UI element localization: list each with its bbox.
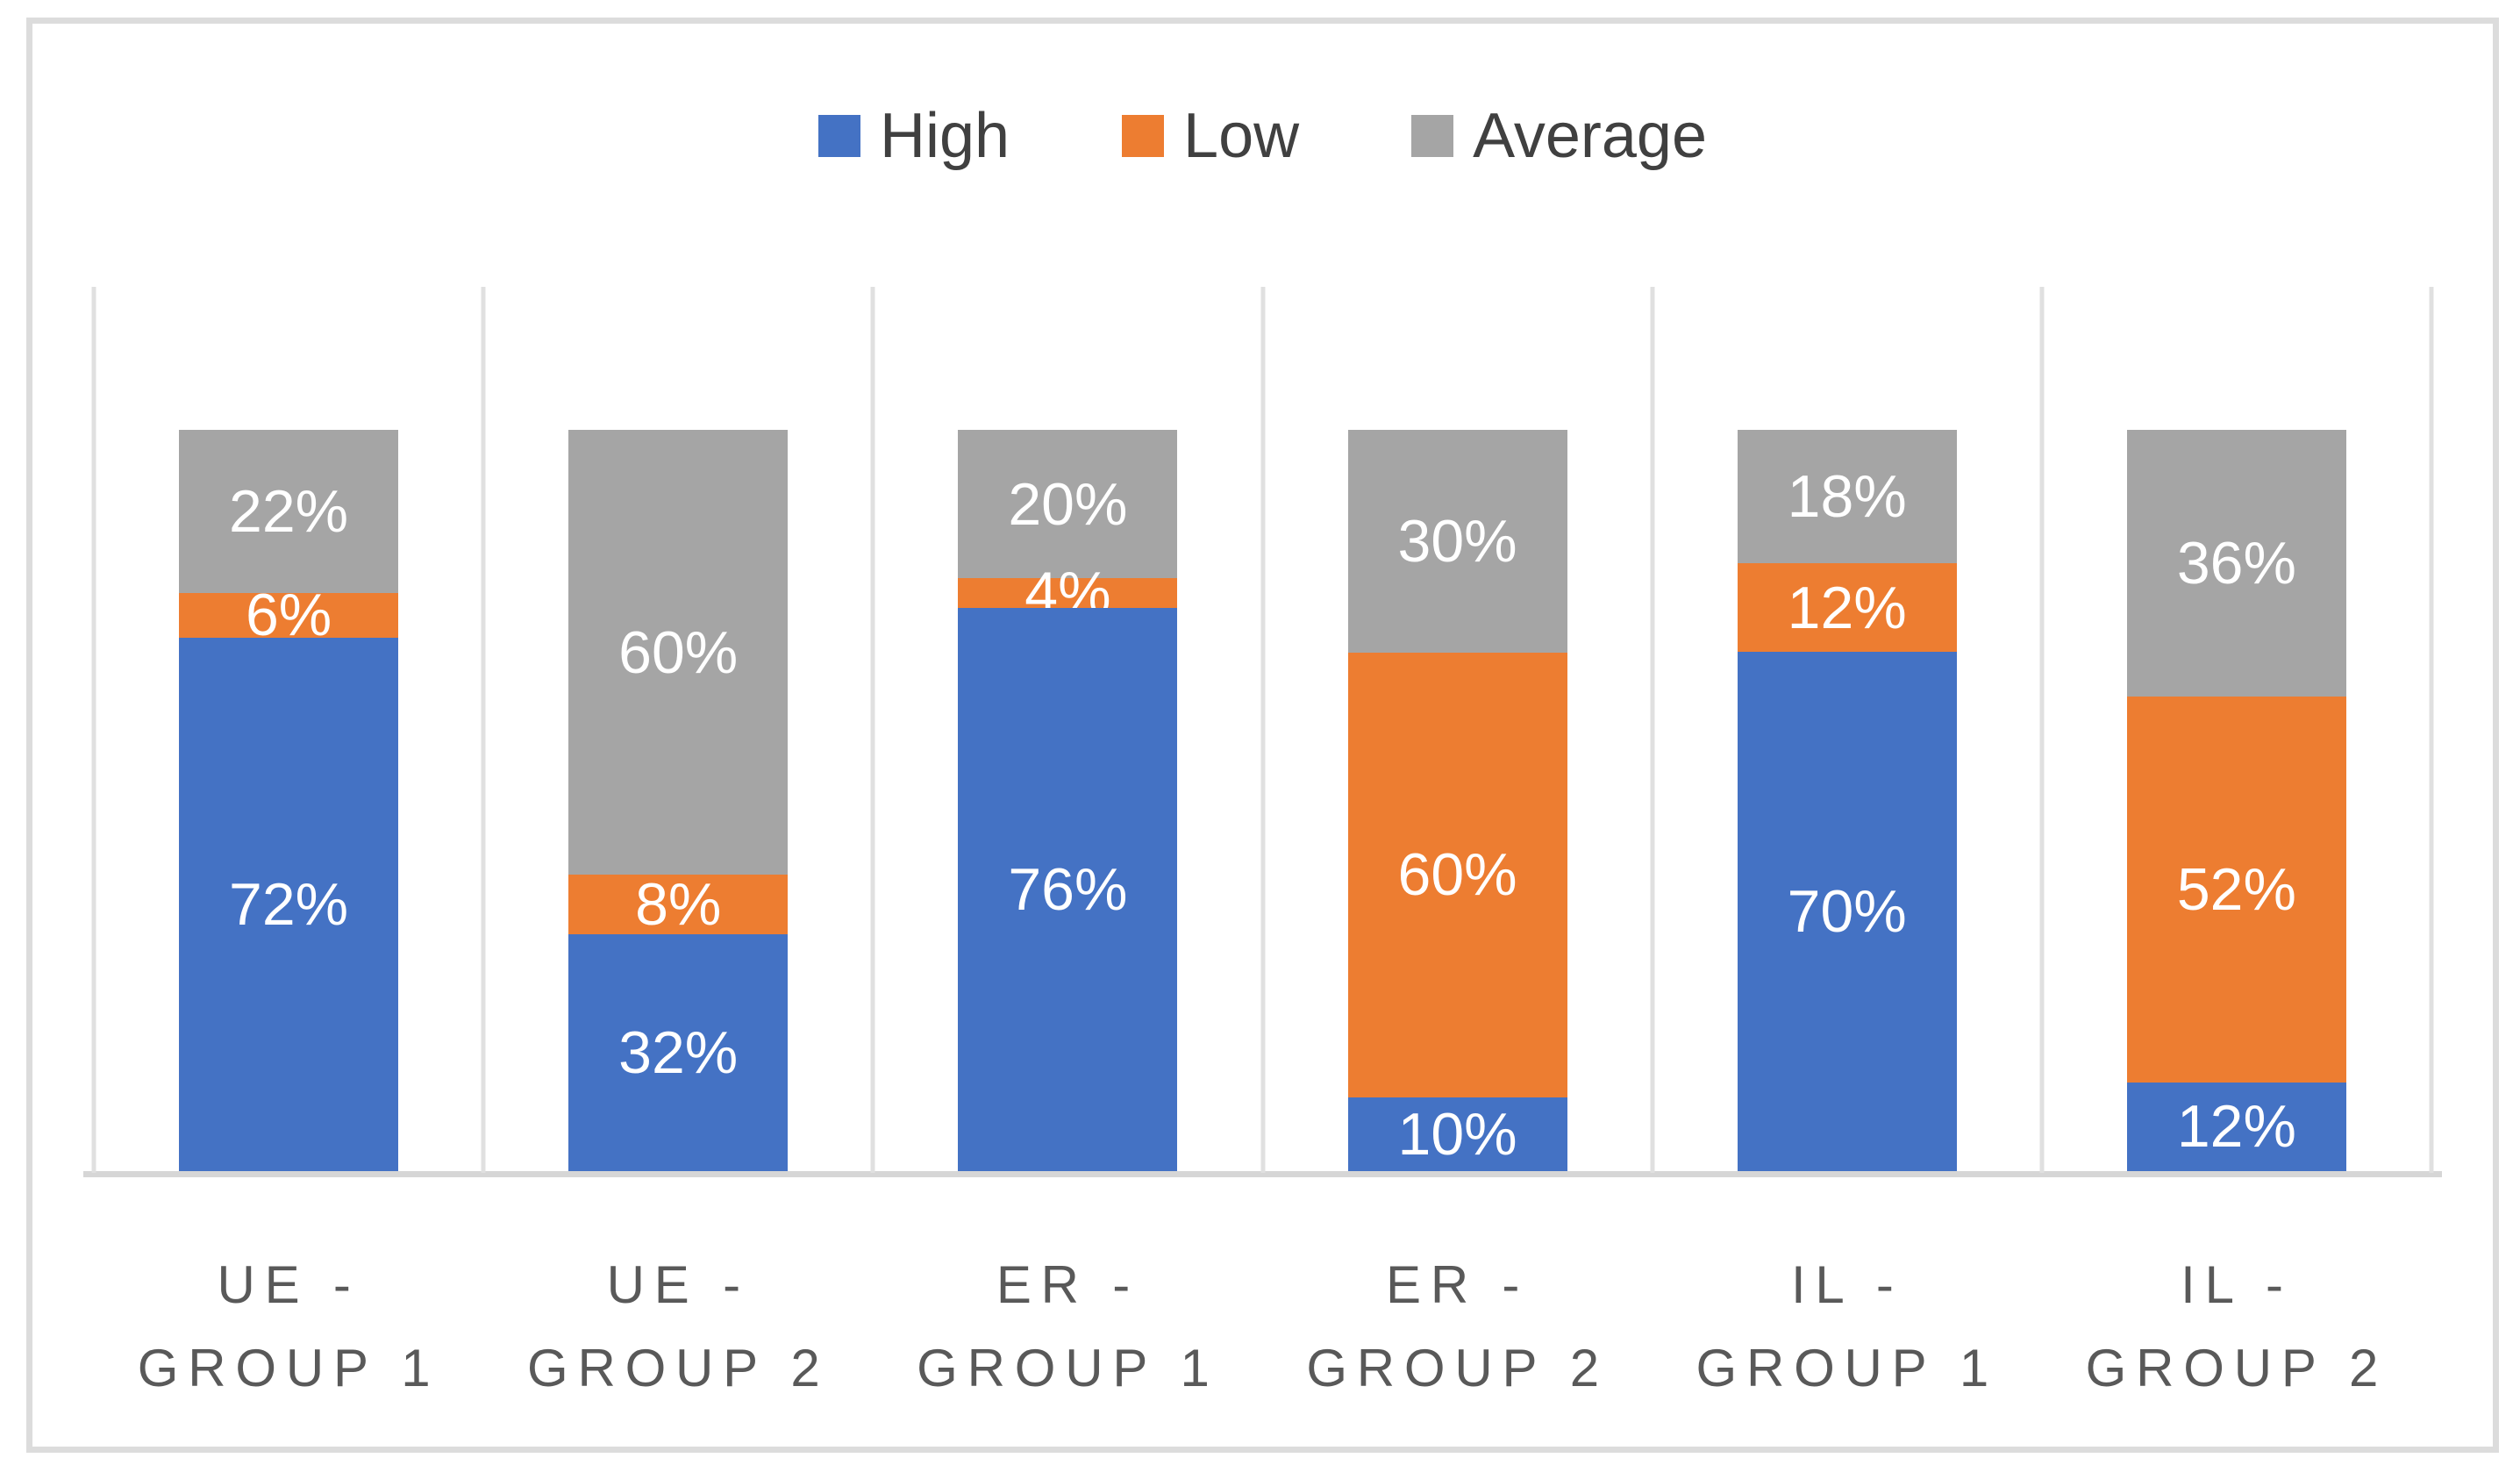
average-segment: 18% (1737, 430, 1957, 564)
value-label: 70% (1787, 878, 1907, 946)
stacked-bar-ue-group-1: 22% 6% 72% (179, 430, 399, 1171)
value-label: 60% (618, 618, 739, 686)
value-label: 60% (1397, 841, 1517, 908)
high-segment: 32% (568, 933, 789, 1171)
legend-swatch-average (1411, 115, 1454, 157)
value-label: 12% (2176, 1093, 2296, 1161)
low-segment: 60% (1347, 652, 1567, 1097)
stacked-bar-ue-group-2: 60% 8% 32% (568, 430, 789, 1171)
legend-item-high: High (817, 101, 1010, 171)
stacked-bar-er-group-2: 30% 60% 10% (1347, 430, 1567, 1171)
stacked-bar-il-group-1: 18% 12% 70% (1737, 430, 1957, 1171)
bar-column-er-group-2: 30% 60% 10% (1263, 287, 1653, 1171)
stacked-bar-er-group-1: 20% 4% 76% (958, 430, 1178, 1171)
legend-item-average: Average (1411, 104, 1707, 168)
average-segment: 30% (1347, 430, 1567, 653)
chart-frame: High Low Average 22% 6% 72% 60% 8% 32% 20% 4% 76% 3… (26, 18, 2499, 1453)
low-segment: 8% (568, 870, 789, 938)
average-segment: 20% (958, 430, 1178, 578)
category-separator-line (2429, 287, 2434, 1173)
value-label: 8% (635, 870, 722, 938)
bar-column-er-group-1: 20% 4% 76% (873, 287, 1262, 1171)
bar-column-il-group-2: 36% 52% 12% (2042, 287, 2431, 1171)
value-label: 10% (1397, 1100, 1517, 1168)
value-label: 6% (245, 582, 332, 649)
value-label: 22% (229, 477, 349, 545)
bar-column-ue-group-2: 60% 8% 32% (483, 287, 873, 1171)
category-label-er-group-2: ER - GROUP 2 (1306, 1255, 1609, 1397)
category-label-il-group-2: IL - GROUP 2 (2085, 1255, 2388, 1397)
legend: High Low Average (32, 104, 2493, 168)
high-segment: 70% (1737, 652, 1957, 1171)
legend-swatch-high (817, 115, 860, 157)
high-segment: 10% (1347, 1097, 1567, 1171)
category-label-ue-group-2: UE - GROUP 2 (526, 1255, 830, 1397)
value-label: 18% (1787, 463, 1907, 531)
value-label: 76% (1008, 855, 1128, 923)
legend-label: Low (1183, 101, 1300, 171)
high-segment: 72% (179, 637, 399, 1171)
category-separator-line (2039, 287, 2045, 1173)
low-segment: 6% (179, 585, 399, 645)
average-segment: 22% (179, 430, 399, 593)
category-label-er-group-1: ER - GROUP 1 (917, 1255, 1219, 1397)
x-axis-line (83, 1171, 2442, 1177)
category-label-ue-group-1: UE - GROUP 1 (137, 1255, 440, 1397)
legend-label: High (879, 101, 1010, 171)
low-segment: 12% (1737, 563, 1957, 653)
category-separator-line (481, 287, 486, 1173)
category-label-il-group-1: IL - GROUP 1 (1695, 1255, 1999, 1397)
value-label: 72% (229, 870, 349, 938)
low-segment: 52% (2126, 697, 2346, 1083)
high-segment: 76% (958, 607, 1178, 1171)
legend-label: Average (1473, 101, 1708, 171)
value-label: 52% (2176, 855, 2296, 923)
legend-item-low: Low (1122, 104, 1299, 168)
category-separator-line (870, 287, 875, 1173)
legend-swatch-low (1122, 115, 1165, 157)
bar-column-ue-group-1: 22% 6% 72% (94, 287, 483, 1171)
bar-column-il-group-1: 18% 12% 70% (1653, 287, 2042, 1171)
category-separator-line (91, 287, 96, 1173)
category-separator-line (1650, 287, 1655, 1173)
value-label: 20% (1008, 470, 1128, 538)
value-label: 32% (618, 1018, 739, 1086)
stacked-bar-il-group-2: 36% 52% 12% (2126, 430, 2346, 1171)
category-separator-line (1260, 287, 1265, 1173)
average-segment: 36% (2126, 430, 2346, 697)
value-label: 30% (1397, 507, 1517, 575)
plot-area: 22% 6% 72% 60% 8% 32% 20% 4% 76% 30% 60% 10% 18% 12% 7… (83, 287, 2442, 1177)
value-label: 12% (1787, 574, 1907, 641)
value-label: 36% (2176, 530, 2296, 597)
average-segment: 60% (568, 430, 789, 875)
high-segment: 12% (2126, 1082, 2346, 1171)
category-axis-labels: UE - GROUP 1 UE - GROUP 2 ER - GROUP 1 ER - GRO… (94, 1243, 2431, 1410)
low-segment: 4% (958, 563, 1178, 623)
